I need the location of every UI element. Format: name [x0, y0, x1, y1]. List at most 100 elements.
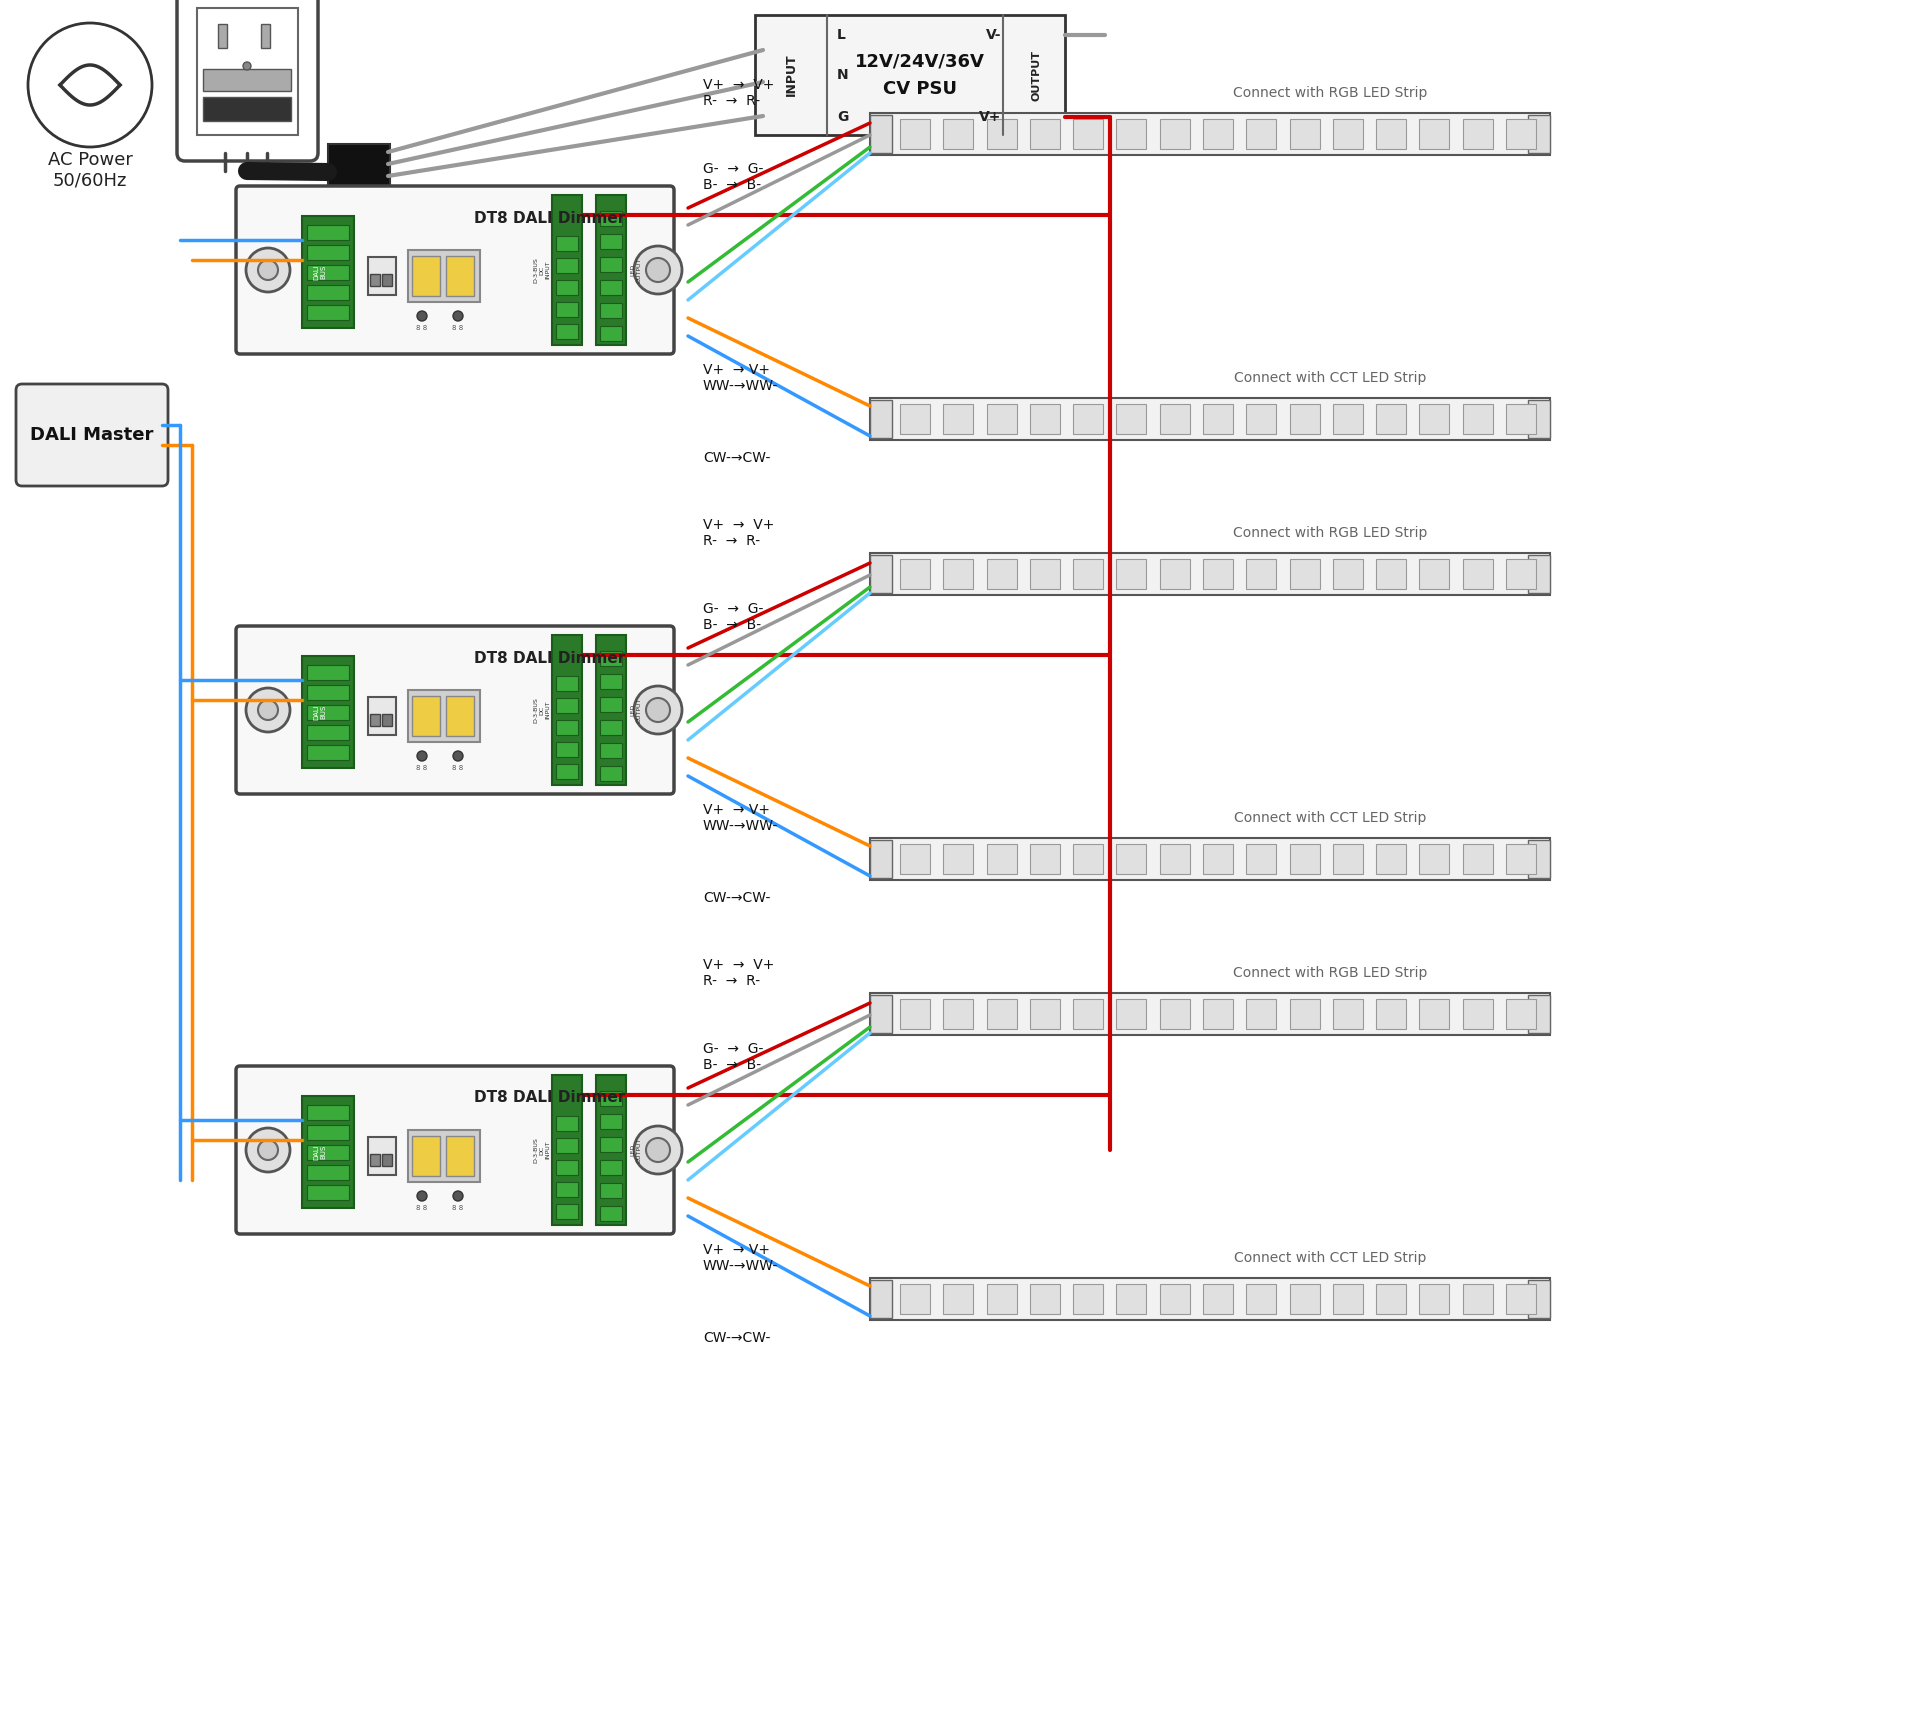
Bar	[900, 405, 929, 434]
Bar	[1290, 405, 1319, 434]
Bar	[1160, 405, 1190, 434]
Bar	[1073, 998, 1104, 1029]
Bar	[328, 144, 390, 190]
Bar	[553, 1074, 582, 1225]
Bar	[1116, 998, 1146, 1029]
Bar	[301, 656, 353, 768]
Bar	[601, 1183, 622, 1197]
Bar	[198, 9, 298, 135]
Circle shape	[417, 311, 426, 322]
Bar	[601, 1161, 622, 1175]
Bar	[1377, 559, 1405, 588]
Circle shape	[453, 1190, 463, 1201]
Bar	[409, 251, 480, 303]
Bar	[307, 664, 349, 680]
Circle shape	[645, 1138, 670, 1163]
Text: CV PSU: CV PSU	[883, 80, 956, 99]
Text: Connect with RGB LED Strip: Connect with RGB LED Strip	[1233, 965, 1427, 979]
Circle shape	[257, 1140, 278, 1161]
Bar	[409, 690, 480, 742]
Bar	[307, 725, 349, 740]
Bar	[1246, 119, 1277, 149]
Bar	[307, 1164, 349, 1180]
Bar	[1377, 405, 1405, 434]
Bar	[870, 400, 893, 438]
Bar	[1505, 844, 1536, 874]
Bar	[301, 216, 353, 329]
Bar	[1332, 405, 1363, 434]
Bar	[870, 841, 893, 879]
Bar	[369, 1137, 396, 1175]
Bar	[557, 280, 578, 296]
Bar	[601, 234, 622, 249]
Bar	[1528, 114, 1549, 152]
Bar	[987, 405, 1016, 434]
Text: WW-→WW-: WW-→WW-	[703, 1259, 778, 1273]
Bar	[553, 635, 582, 785]
Text: N: N	[837, 67, 849, 81]
Bar	[1419, 559, 1450, 588]
Text: Connect with CCT LED Strip: Connect with CCT LED Strip	[1235, 1251, 1427, 1265]
Text: 8 8: 8 8	[417, 1206, 428, 1211]
Bar	[557, 1116, 578, 1131]
Text: B-  →  B-: B- → B-	[703, 1059, 760, 1073]
Bar	[445, 256, 474, 296]
Text: DALI
BUS: DALI BUS	[313, 704, 326, 720]
Text: R-  →  R-: R- → R-	[703, 535, 760, 548]
Text: LED
OUTPUT: LED OUTPUT	[630, 697, 641, 723]
Text: V+  →  V+: V+ → V+	[703, 958, 774, 972]
Bar	[1204, 998, 1233, 1029]
Bar	[987, 998, 1016, 1029]
Bar	[1332, 1284, 1363, 1315]
Text: B-  →  B-: B- → B-	[703, 618, 760, 631]
Bar	[1377, 844, 1405, 874]
Text: B-  →  B-: B- → B-	[703, 178, 760, 192]
Bar	[1204, 844, 1233, 874]
Bar	[900, 844, 929, 874]
Bar	[601, 742, 622, 758]
Text: CW-→CW-: CW-→CW-	[703, 891, 770, 905]
Bar	[1160, 559, 1190, 588]
Circle shape	[244, 62, 252, 69]
Bar	[1073, 559, 1104, 588]
Bar	[371, 714, 380, 727]
Bar	[1419, 405, 1450, 434]
Text: 8 8: 8 8	[417, 325, 428, 330]
Circle shape	[417, 751, 426, 761]
Bar	[261, 24, 271, 48]
Bar	[557, 1204, 578, 1220]
Circle shape	[29, 22, 152, 147]
Circle shape	[453, 751, 463, 761]
Bar	[557, 324, 578, 339]
Bar	[870, 993, 1549, 1035]
Bar	[601, 258, 622, 272]
FancyBboxPatch shape	[236, 1066, 674, 1233]
Text: V+  →  V+: V+ → V+	[703, 517, 774, 533]
Bar	[307, 1105, 349, 1119]
Bar	[369, 697, 396, 735]
Text: DALI
BUS: DALI BUS	[313, 1144, 326, 1159]
Text: G-  →  G-: G- → G-	[703, 602, 764, 616]
Bar	[900, 559, 929, 588]
Text: DT8 DALI Dimmer: DT8 DALI Dimmer	[474, 1090, 626, 1105]
Bar	[601, 697, 622, 713]
Bar	[413, 1137, 440, 1176]
Bar	[1029, 998, 1060, 1029]
Circle shape	[246, 247, 290, 292]
Bar	[601, 675, 622, 689]
Bar	[557, 720, 578, 735]
Text: L: L	[837, 28, 847, 42]
Bar	[601, 1206, 622, 1221]
Bar	[1419, 119, 1450, 149]
Bar	[1160, 844, 1190, 874]
Bar	[307, 1124, 349, 1140]
Bar	[1377, 1284, 1405, 1315]
Bar	[1419, 1284, 1450, 1315]
Text: V+: V+	[979, 111, 1000, 125]
Bar	[307, 265, 349, 280]
Circle shape	[246, 1128, 290, 1171]
Circle shape	[257, 701, 278, 720]
Bar	[1332, 119, 1363, 149]
Bar	[1505, 559, 1536, 588]
Bar	[1419, 998, 1450, 1029]
